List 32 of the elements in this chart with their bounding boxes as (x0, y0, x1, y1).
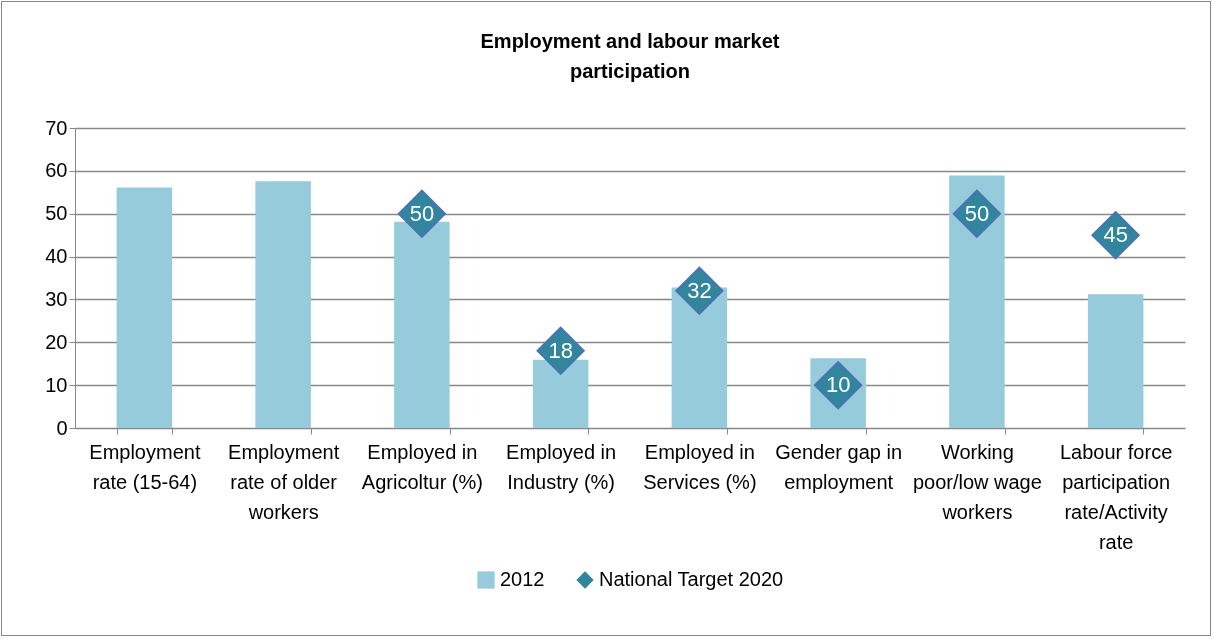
x-tick-label: Working poor/low wage workers (912, 440, 1042, 523)
y-tick-label: 30 (45, 287, 68, 310)
bar (116, 187, 173, 428)
bar (255, 181, 311, 428)
y-tick-label: 40 (45, 245, 68, 268)
x-tick-label: Employed in Agricoltur (%) (361, 440, 483, 493)
y-tick-label: 60 (45, 159, 68, 182)
data-label: 50 (409, 200, 435, 226)
data-label: 50 (964, 200, 990, 226)
data-label: 32 (687, 277, 712, 303)
y-tick-label: 70 (45, 116, 68, 139)
text: participation (569, 60, 691, 82)
x-tick-label: Employment rate of older workers (228, 440, 340, 523)
x-tick-label: Employment rate (15-64) (89, 440, 201, 493)
y-tick-label: 20 (45, 330, 68, 353)
legend-label: 2012 (500, 568, 545, 590)
bar (1087, 294, 1144, 428)
data-label: 45 (1103, 222, 1128, 248)
text: Employment and labour market (480, 30, 780, 52)
legend-label: National Target 2020 (599, 568, 784, 590)
x-tick-label: Employed in Industry (%) (506, 440, 617, 493)
bar (532, 359, 589, 428)
x-tick-label: Employed in Services (%) (643, 440, 757, 493)
x-tick-label: Gender gap in employment (775, 440, 903, 493)
y-tick-label: 50 (45, 202, 68, 225)
x-tick-label: Labour force participation rate/Activity rate (1059, 440, 1173, 553)
data-label: 18 (548, 337, 573, 363)
data-label: 10 (825, 372, 851, 398)
y-tick-label: 0 (56, 416, 68, 439)
y-tick-label: 10 (45, 373, 68, 396)
bar (394, 221, 450, 428)
bar (949, 175, 1005, 428)
